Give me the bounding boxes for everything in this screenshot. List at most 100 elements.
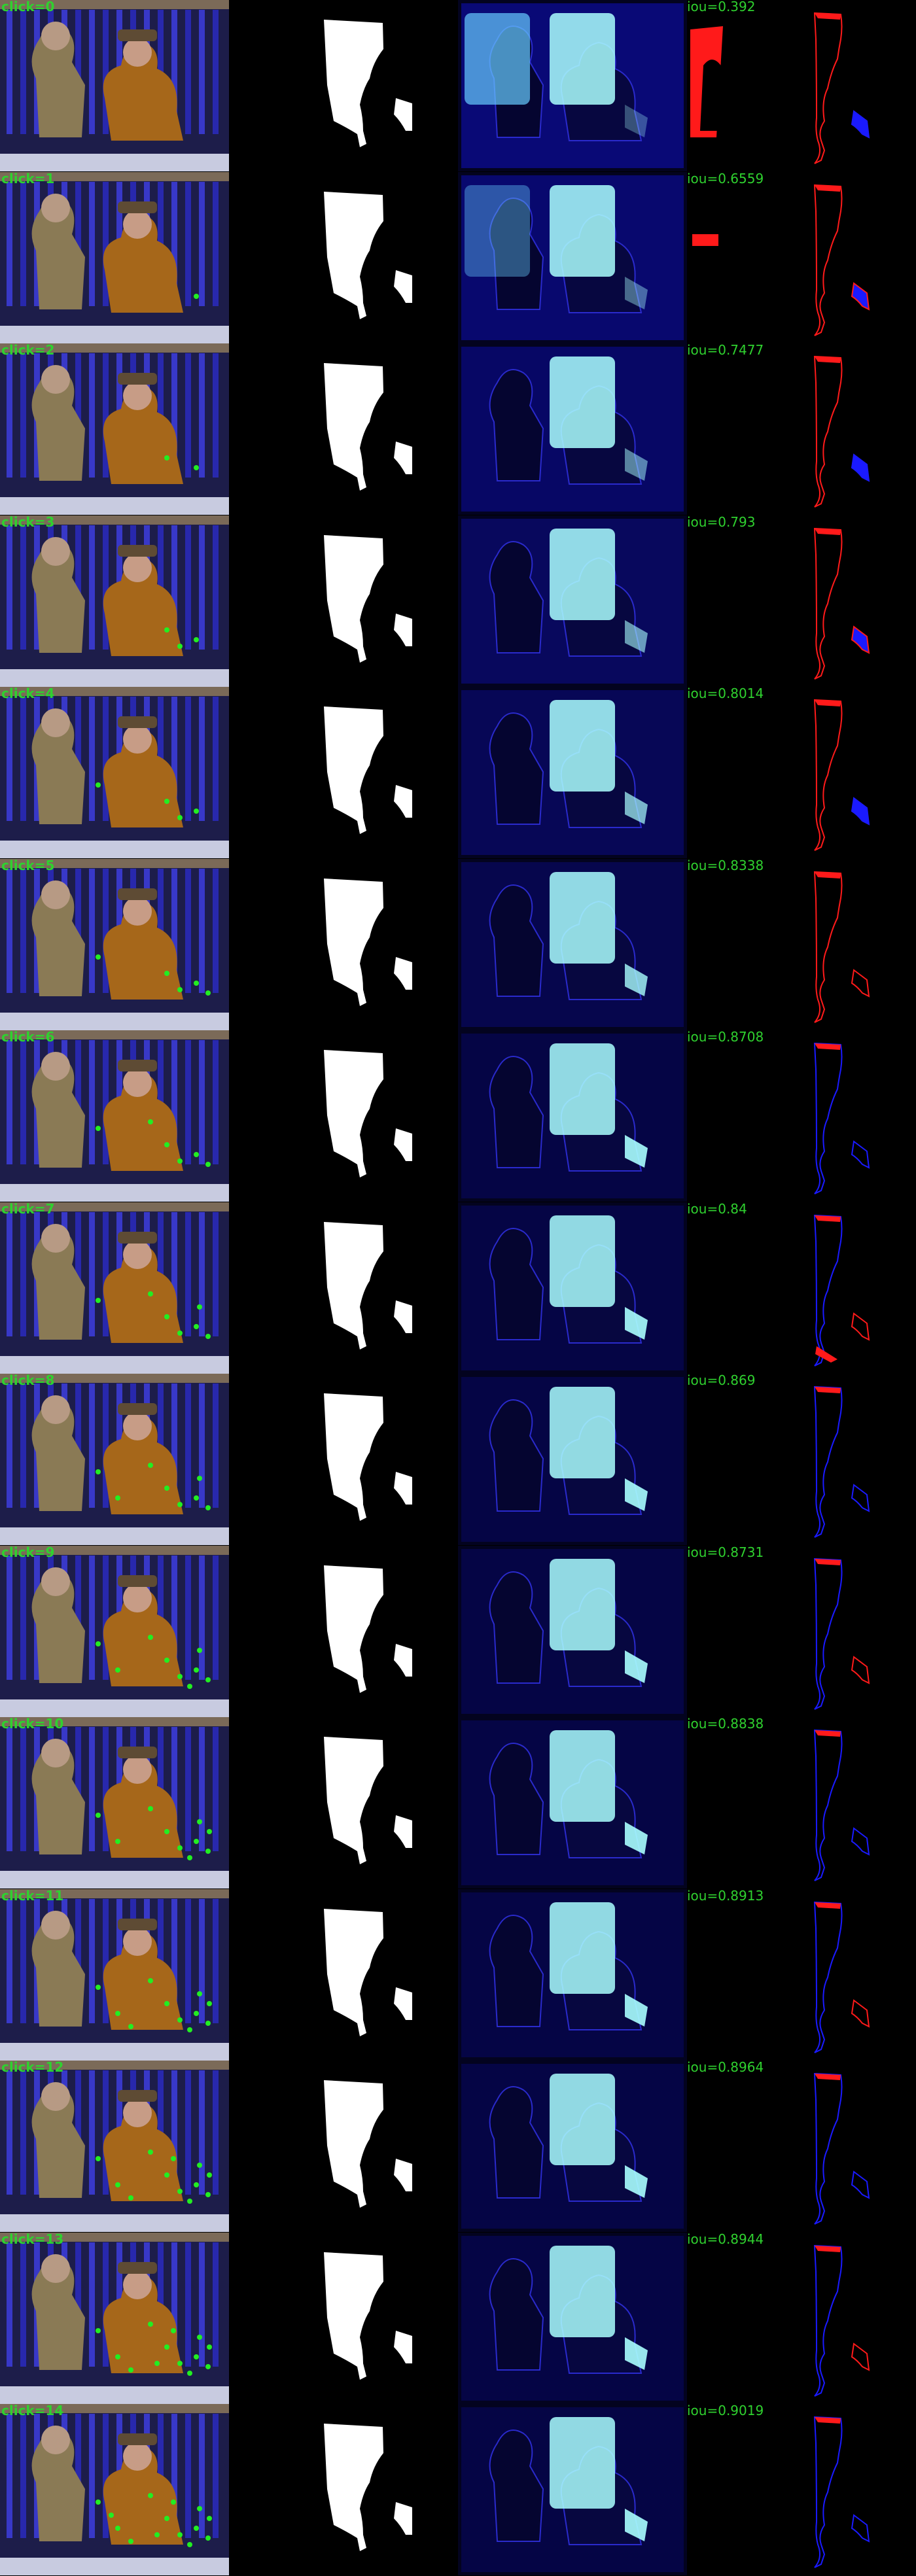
result-row: click=7 iou=0.84: [0, 1202, 916, 1374]
positive-click-marker: [194, 980, 199, 986]
error-map: [687, 1717, 916, 1888]
boundary-error: [813, 1385, 843, 1538]
positive-click-marker: [205, 2020, 211, 2026]
ground-truth-mask: [229, 1888, 458, 2061]
positive-click-marker: [171, 2327, 176, 2333]
false-positive-region: [815, 528, 841, 535]
click-count-label: click=10: [1, 1717, 64, 1732]
boundary-error: [813, 871, 843, 1023]
positive-click-marker: [115, 1495, 120, 1501]
false-negative-region: [851, 2514, 870, 2543]
probability-heatmap: [458, 1717, 687, 1888]
result-row: click=11 iou=0.8913: [0, 1888, 916, 2061]
boundary-error: [813, 355, 843, 508]
positive-click-marker: [115, 2354, 120, 2359]
positive-click-marker: [197, 1304, 202, 1310]
positive-click-marker: [197, 2334, 202, 2340]
positive-click-marker: [164, 1486, 169, 1491]
false-positive-region: [815, 1215, 841, 1222]
iou-score-label: iou=0.793: [687, 515, 756, 530]
positive-click-marker: [128, 2195, 133, 2201]
probability-heatmap: [458, 2404, 687, 2575]
positive-click-marker: [177, 2017, 183, 2023]
probability-heatmap: [458, 1202, 687, 1374]
input-image-with-clicks: [0, 687, 229, 858]
positive-click-marker: [205, 1677, 211, 1682]
ground-truth-mask: [229, 2232, 458, 2404]
positive-click-marker: [148, 2321, 153, 2327]
error-map: [687, 1202, 916, 1374]
positive-click-marker: [187, 1683, 192, 1689]
result-row: click=6 iou=0.8708: [0, 1030, 916, 1202]
input-image-with-clicks: [0, 0, 229, 171]
false-negative-region: [851, 1827, 870, 1856]
probability-heatmap: [458, 1030, 687, 1202]
positive-click-marker: [205, 1333, 211, 1339]
positive-click-marker: [205, 1505, 211, 1510]
result-row: click=12 iou=0.8964: [0, 2061, 916, 2232]
positive-click-marker: [164, 2000, 169, 2006]
positive-click-marker: [187, 2370, 192, 2376]
input-image-with-clicks: [0, 1030, 229, 1202]
probability-heatmap: [458, 2232, 687, 2404]
input-image-with-clicks: [0, 1545, 229, 1717]
false-positive-region: [815, 13, 841, 20]
iou-score-label: iou=0.8913: [687, 1888, 764, 1904]
positive-click-marker: [96, 954, 101, 960]
boundary-error: [813, 1214, 843, 1366]
positive-click-marker: [164, 1314, 169, 1319]
boundary-error: [813, 2244, 843, 2397]
probability-heatmap: [458, 1374, 687, 1545]
positive-click-marker: [177, 2360, 183, 2366]
positive-click-marker: [205, 1162, 211, 1167]
positive-click-marker: [187, 2199, 192, 2204]
ground-truth-mask: [229, 0, 458, 171]
click-count-label: click=7: [1, 1202, 55, 1217]
positive-click-marker: [148, 1634, 153, 1640]
false-positive-region: [815, 1387, 841, 1393]
positive-click-marker: [148, 1119, 153, 1124]
positive-click-marker: [187, 2542, 192, 2547]
ground-truth-mask: [229, 1374, 458, 1545]
ground-truth-mask: [229, 2404, 458, 2575]
boundary-error: [813, 527, 843, 680]
positive-click-marker: [207, 2516, 212, 2521]
positive-click-marker: [148, 1806, 153, 1811]
input-image-with-clicks: [0, 1717, 229, 1888]
ground-truth-mask: [229, 2061, 458, 2232]
iou-score-label: iou=0.6559: [687, 171, 764, 186]
positive-click-marker: [187, 2027, 192, 2032]
ground-truth-mask: [229, 343, 458, 515]
positive-click-marker: [164, 1657, 169, 1663]
boundary-error: [813, 1729, 843, 1881]
positive-click-marker: [164, 799, 169, 804]
positive-click-marker: [194, 2182, 199, 2187]
positive-click-marker: [194, 293, 199, 299]
click-count-label: click=1: [1, 171, 55, 186]
iou-score-label: iou=0.8838: [687, 1717, 764, 1732]
error-map: [687, 1030, 916, 1202]
result-row: click=1 iou=0.6559: [0, 171, 916, 343]
false-negative-region: [851, 2170, 870, 2199]
iou-score-label: iou=0.8014: [687, 687, 764, 701]
positive-click-marker: [205, 1849, 211, 1854]
positive-click-marker: [96, 2327, 101, 2333]
false-negative-region: [851, 453, 870, 482]
false-positive-region: [815, 700, 841, 706]
iou-score-label: iou=0.9019: [687, 2404, 764, 2418]
positive-click-marker: [164, 1142, 169, 1147]
boundary-error: [813, 1042, 843, 1194]
click-count-label: click=13: [1, 2232, 64, 2247]
false-negative-region: [851, 968, 870, 998]
iou-score-label: iou=0.8964: [687, 2061, 764, 2075]
positive-click-marker: [164, 2344, 169, 2350]
positive-click-marker: [207, 2344, 212, 2350]
positive-click-marker: [171, 2499, 176, 2505]
positive-click-marker: [177, 1158, 183, 1164]
probability-heatmap: [458, 2061, 687, 2232]
positive-click-marker: [148, 2493, 153, 2498]
positive-click-marker: [115, 2010, 120, 2016]
false-negative-region: [851, 2342, 870, 2371]
click-count-label: click=0: [1, 0, 55, 14]
